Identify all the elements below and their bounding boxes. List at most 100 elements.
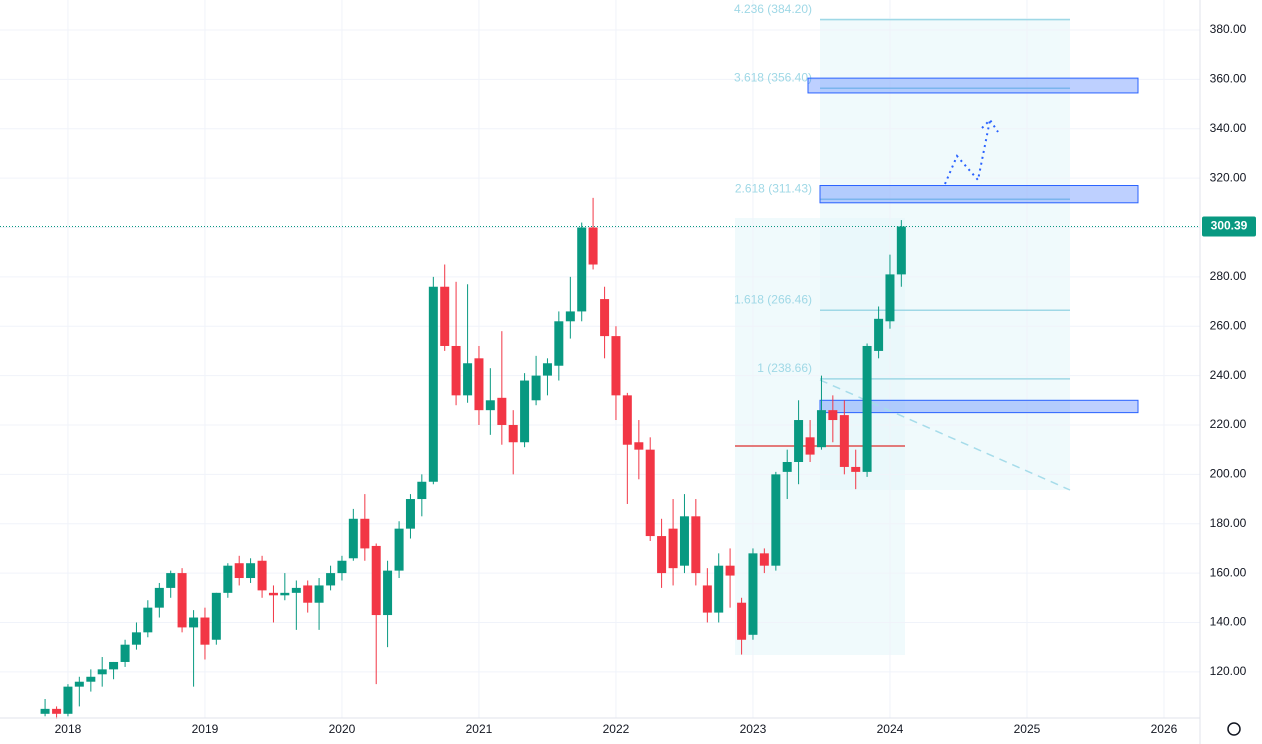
fib-label: 2.618 (311.43) xyxy=(735,181,812,195)
candle-body xyxy=(565,311,575,322)
x-tick-label: 2023 xyxy=(740,722,767,736)
candle-body xyxy=(394,528,404,571)
candle-body xyxy=(485,400,495,411)
candle-body xyxy=(428,286,438,482)
candle-body xyxy=(177,573,187,628)
x-tick-label: 2025 xyxy=(1014,722,1041,736)
candle-body xyxy=(40,708,50,714)
candle-body xyxy=(234,563,244,579)
candle-body xyxy=(805,437,815,455)
candle-body xyxy=(291,587,301,593)
candle-body xyxy=(337,560,347,574)
y-tick-label: 180.00 xyxy=(1210,516,1247,530)
x-tick-label: 2024 xyxy=(877,722,904,736)
y-tick-label: 260.00 xyxy=(1210,318,1247,332)
y-tick-label: 120.00 xyxy=(1210,664,1247,678)
candle-body xyxy=(314,585,324,603)
candle-body xyxy=(97,669,107,675)
candle-body xyxy=(691,516,701,574)
overlay: 4.236 (384.20) 3.618 (356.40) 2.618 (311.4… xyxy=(734,2,1139,414)
fib-label: 1.618 (266.46) xyxy=(734,292,812,306)
candle-body xyxy=(520,380,530,443)
candle-body xyxy=(794,420,804,463)
candle-body xyxy=(759,553,769,566)
candle-body xyxy=(52,708,62,714)
candle-body xyxy=(542,363,552,376)
candle-body xyxy=(725,565,735,576)
zone xyxy=(819,185,1139,204)
x-tick-label: 2020 xyxy=(329,722,356,736)
candle-body xyxy=(154,587,164,608)
candle-body xyxy=(405,499,415,529)
candle-body xyxy=(771,474,781,566)
candle-body xyxy=(862,345,872,472)
candle-body xyxy=(451,345,461,396)
candle-body xyxy=(474,358,484,411)
candle-body xyxy=(440,286,450,346)
x-tick-label: 2019 xyxy=(192,722,219,736)
candle-body xyxy=(896,226,906,275)
candle-body xyxy=(371,545,381,616)
y-tick-label: 220.00 xyxy=(1210,417,1247,431)
fib-label: 3.618 (356.40) xyxy=(734,70,812,84)
price-tag-label: 300.39 xyxy=(1211,219,1248,233)
candle-body xyxy=(611,336,621,396)
y-tick-label: 240.00 xyxy=(1210,368,1247,382)
x-tick-label: 2022 xyxy=(603,722,630,736)
y-tick-label: 340.00 xyxy=(1210,121,1247,135)
candle-body xyxy=(63,686,73,714)
price-tag xyxy=(1202,216,1256,237)
candle-body xyxy=(851,466,861,472)
zone xyxy=(819,399,1139,414)
candle-body xyxy=(348,518,358,559)
y-tick-label: 320.00 xyxy=(1210,170,1247,184)
candle-body xyxy=(588,227,598,265)
candle-body xyxy=(508,424,518,443)
candle-body xyxy=(497,397,507,425)
candle-body xyxy=(257,560,267,591)
candle-body xyxy=(816,410,826,448)
candle-body xyxy=(86,676,96,682)
candle-body xyxy=(417,481,427,500)
y-tick-label: 380.00 xyxy=(1210,22,1247,36)
candle-body xyxy=(839,415,849,467)
candle-body xyxy=(714,565,724,613)
candle-body xyxy=(657,536,667,574)
candle-body xyxy=(268,592,278,596)
candle-body xyxy=(74,681,84,687)
candle-body xyxy=(463,363,473,396)
settings-icon[interactable] xyxy=(1227,722,1241,736)
fib-label: 4.236 (384.20) xyxy=(734,2,812,16)
candle-body xyxy=(143,607,153,633)
candle-body xyxy=(737,602,747,640)
candle-body xyxy=(702,585,712,613)
candle-body xyxy=(303,585,313,603)
candle-body xyxy=(280,592,290,596)
zone xyxy=(807,77,1139,94)
candle-body xyxy=(189,617,199,628)
candle-body xyxy=(211,592,221,640)
x-tick-label: 2021 xyxy=(466,722,493,736)
candle-body xyxy=(131,632,141,645)
y-tick-label: 280.00 xyxy=(1210,269,1247,283)
candle-body xyxy=(531,375,541,401)
candle-body xyxy=(782,462,792,472)
candle-body xyxy=(679,516,689,566)
y-tick-label: 160.00 xyxy=(1210,565,1247,579)
candle-body xyxy=(577,227,587,312)
candle-body xyxy=(885,274,895,322)
y-tick-label: 140.00 xyxy=(1210,615,1247,629)
candle-body xyxy=(383,570,393,616)
candle-body xyxy=(874,318,884,351)
x-tick-label: 2018 xyxy=(55,722,82,736)
candle-body xyxy=(166,573,176,588)
candle-body xyxy=(326,573,336,586)
candle-body xyxy=(109,661,119,670)
candle-body xyxy=(668,528,678,569)
y-tick-label: 200.00 xyxy=(1210,467,1247,481)
candle-body xyxy=(360,518,370,549)
candles xyxy=(40,197,906,719)
